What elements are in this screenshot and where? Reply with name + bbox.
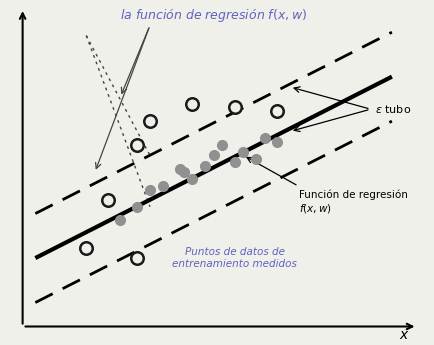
Text: $x$: $x$ — [398, 328, 409, 342]
Text: Puntos de datos de
entrenamiento medidos: Puntos de datos de entrenamiento medidos — [172, 247, 296, 269]
Text: Función de regresión
$f(x, w)$: Función de regresión $f(x, w)$ — [298, 190, 407, 215]
Text: $\varepsilon$ tubo: $\varepsilon$ tubo — [374, 103, 410, 115]
Text: la función de regresión $f(x, w)$: la función de regresión $f(x, w)$ — [120, 7, 306, 23]
